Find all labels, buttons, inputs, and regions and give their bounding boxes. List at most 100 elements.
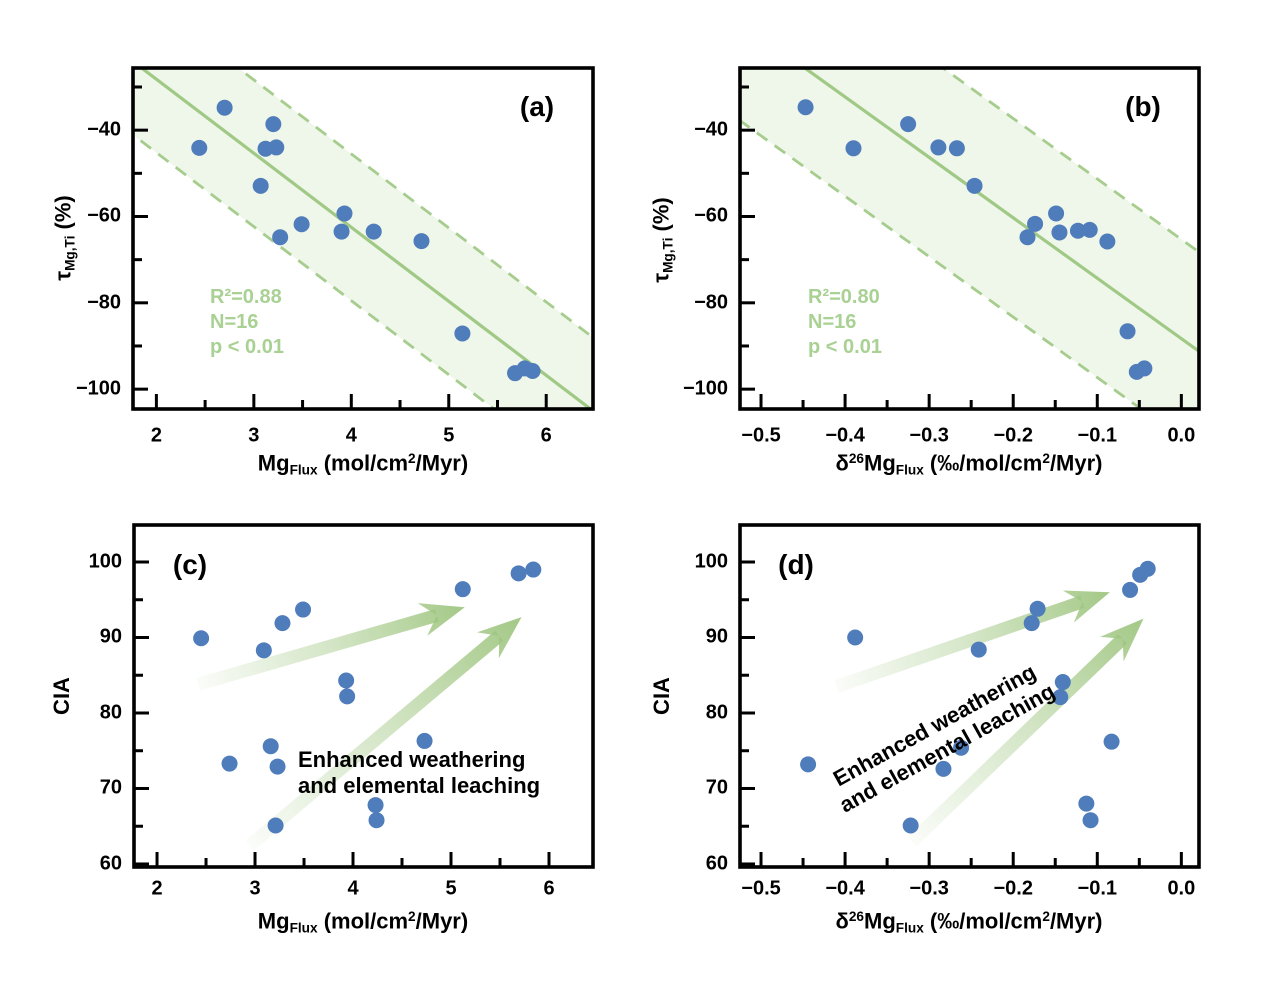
y-tick-label: 60	[99, 852, 122, 875]
data-point	[1082, 812, 1099, 829]
data-point	[295, 601, 312, 618]
annotation-c: Enhanced weathering and elemental leachin…	[298, 747, 540, 799]
panel-a	[131, 66, 595, 411]
y-tick-label: −100	[75, 377, 121, 400]
data-point	[293, 216, 310, 233]
trend-arrow-shaft	[834, 595, 1085, 693]
x-tick-label: −0.1	[1077, 424, 1118, 447]
data-point	[525, 561, 542, 578]
x-tick-label: −0.2	[993, 877, 1033, 900]
x-axis-title-a-part: Mg	[257, 450, 290, 476]
x-axis-title-b-part: /Myr)	[1049, 450, 1103, 476]
stats-line: p < 0.01	[210, 336, 284, 358]
annotation-line: Enhanced weathering	[298, 747, 526, 772]
panel-label-d: (d)	[778, 549, 814, 580]
data-point	[274, 615, 291, 632]
x-tick-label: 5	[443, 424, 455, 447]
axis-frame	[738, 523, 1201, 869]
data-point	[1069, 222, 1086, 239]
data-point	[193, 630, 210, 647]
data-point	[269, 758, 286, 775]
y-axis-title-b-part: Mg,Ti	[660, 237, 676, 273]
x-tick-label: 5	[445, 877, 457, 900]
panel-c	[132, 523, 595, 869]
panel-clipped-d	[800, 560, 1156, 847]
x-axis-title-a-part: Flux	[289, 462, 318, 478]
data-point	[966, 177, 983, 194]
upper-confidence-line	[235, 68, 593, 340]
trend-arrow-head	[1062, 590, 1110, 623]
data-point	[221, 755, 238, 772]
stats-block-b: R²=0.80 N=16 p < 0.01	[808, 285, 882, 360]
y-tick-label: 100	[88, 550, 122, 573]
trend-arrow-head	[476, 617, 522, 659]
data-point	[970, 641, 987, 658]
axis-frame	[131, 66, 595, 411]
x-tick-label: 0.0	[1167, 424, 1196, 447]
panel-clipped-a	[133, 68, 593, 409]
y-tick-label: 70	[99, 776, 122, 799]
x-axis-title-c-part: 2	[408, 909, 416, 925]
y-tick-label: −40	[87, 118, 121, 141]
data-point	[1103, 733, 1120, 750]
trend-arrow-shaft	[907, 634, 1128, 847]
y-axis-title-c-part: CIA	[49, 677, 74, 715]
stats-line: R²=0.88	[210, 286, 282, 308]
x-axis-title-b-part: 26	[848, 451, 864, 467]
x-tick-label: −0.5	[741, 877, 781, 900]
data-point	[333, 223, 350, 240]
data-point	[1054, 674, 1071, 691]
data-point	[1139, 560, 1156, 577]
x-axis-title-c-part: Flux	[289, 920, 318, 936]
data-point	[1019, 229, 1036, 246]
x-tick-label: −0.4	[825, 424, 865, 447]
data-point	[930, 139, 947, 156]
stats-line: p < 0.01	[808, 336, 882, 358]
x-tick-label: −0.4	[825, 877, 865, 900]
x-axis-title-b-part: (‰/mol/cm	[923, 450, 1043, 476]
data-point	[268, 139, 285, 156]
data-point	[1048, 205, 1065, 222]
data-point	[1027, 215, 1044, 232]
x-tick-label: 3	[248, 424, 260, 447]
trend-arrow-shaft	[196, 609, 439, 691]
x-tick-label: −0.5	[741, 424, 781, 447]
data-point	[1122, 581, 1139, 598]
y-tick-label: 80	[99, 701, 122, 724]
y-axis-title-a-part: (%)	[50, 195, 76, 236]
x-axis-title-b-part: Flux	[895, 462, 924, 478]
data-point	[953, 739, 970, 756]
trend-arrow-head	[417, 603, 465, 636]
data-point	[191, 139, 208, 156]
annotation-d: Enhanced weathering and elemental leachin…	[823, 656, 1060, 819]
data-point	[252, 177, 269, 194]
axis-frame	[738, 66, 1201, 411]
x-tick-label: −0.3	[909, 877, 949, 900]
data-point	[267, 817, 284, 834]
data-point	[510, 565, 527, 582]
y-tick-label: 80	[705, 701, 728, 724]
lower-confidence-line	[133, 133, 497, 409]
data-point	[265, 116, 282, 133]
x-axis-title-c-part: (mol/cm	[317, 908, 409, 934]
y-tick-label: 90	[705, 625, 728, 648]
x-tick-label: 6	[543, 877, 555, 900]
y-tick-label: 60	[705, 852, 728, 875]
data-point	[1052, 689, 1069, 706]
data-point	[367, 797, 384, 814]
y-tick-label: −60	[87, 204, 121, 227]
annotation-line: and elemental leaching	[298, 773, 541, 798]
y-tick-label: −80	[694, 291, 728, 314]
x-axis-title-c-part: /Myr)	[415, 908, 469, 934]
data-point	[902, 817, 919, 834]
x-axis-title-d-part: 2	[1042, 909, 1050, 925]
data-point	[1029, 600, 1046, 617]
data-point	[262, 738, 279, 755]
y-axis-title-d-part: CIA	[649, 677, 674, 715]
data-point	[454, 581, 471, 598]
data-point	[339, 688, 356, 705]
trend-arrow-head	[1100, 618, 1144, 662]
y-axis-title-b-part: τ	[648, 272, 674, 283]
